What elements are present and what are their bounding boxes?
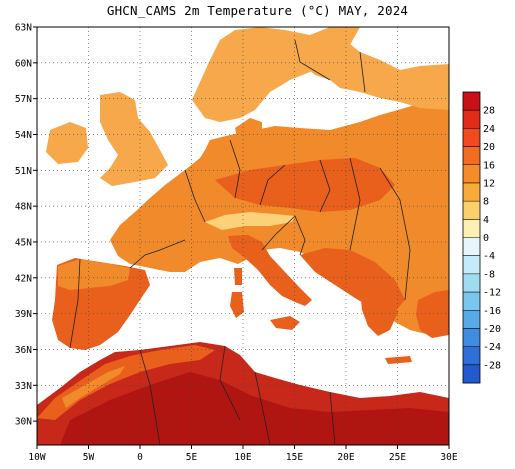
colorbar-swatch [463,164,480,184]
colorbar-label: 24 [483,124,495,135]
colorbar-swatch [463,255,480,275]
landmass-denmark [235,118,262,146]
colorbar-label: -20 [483,324,501,335]
lat-tick-label: 39N [15,309,32,320]
region-alps [205,212,295,230]
colorbar-swatch [463,110,480,129]
landmass-anatolia [416,290,449,338]
colorbar-swatch [463,182,480,202]
lon-tick-label: 5E [186,452,198,463]
lat-tick-label: 45N [15,237,32,248]
country-borders [69,39,411,445]
colorbar-label: -12 [483,288,501,299]
landmass-greece [360,288,398,336]
map-panel [37,27,449,445]
colorbar-label: -4 [483,251,495,262]
lon-tick-label: 30E [440,452,457,463]
colorbar-swatch [463,146,480,166]
colorbar-label: 4 [483,215,489,226]
colorbar-swatch [463,292,480,311]
lat-tick-label: 48N [15,202,32,213]
map-title: GHCN_CAMS 2m Temperature (°C) MAY, 2024 [106,3,409,18]
lat-tick-label: 63N [15,23,32,34]
island-sardinia [230,292,244,318]
colorbar-swatch [463,273,480,293]
landmass-sweden-finland [295,38,449,110]
colorbar-label: 28 [483,106,495,117]
temperature-colorbar: 28 24 20 16 12 8 4 0 -4 -8 -12 -16 -20 -24 -28 [462,91,501,384]
lat-tick-label: 60N [15,58,32,69]
colorbar-label: 12 [483,178,495,189]
region-central-europe [215,158,395,212]
lat-tick-label: 54N [15,130,32,141]
colorbar-label: 8 [483,197,489,208]
lat-tick-label: 42N [15,273,32,284]
colorbar-swatch [463,328,480,347]
lat-tick-label: 51N [15,166,32,177]
colorbar-swatch [463,219,480,238]
lat-tick-label: 36N [15,345,32,356]
island-corsica [234,268,242,285]
lat-tick-label: 33N [15,381,32,392]
region-maghreb-coast [37,345,215,420]
lon-tick-label: 15E [286,452,303,463]
colorbar-label: 20 [483,142,495,153]
lat-tick-label: 30N [15,417,32,428]
colorbar-swatch [463,92,480,111]
colorbar-swatch [463,128,480,147]
landmass-great-britain [100,92,168,186]
colorbar-swatch [463,237,480,256]
colorbar-label: 16 [483,160,495,171]
landmass-ireland [46,122,88,164]
colorbar-label: -28 [483,360,501,371]
lon-tick-label: 10W [28,452,45,463]
lon-tick-label: 5W [83,452,95,463]
lon-tick-label: 25E [389,452,406,463]
lon-tick-label: 10E [234,452,251,463]
latitude-ticks: 63N 60N 57N 54N 51N 48N 45N 42N 39N 36N 33N 30N [15,23,37,428]
colorbar-label: -8 [483,269,495,280]
region-iberia-north [58,259,130,290]
colorbar-swatch [463,364,480,384]
region-atlas-mountains [62,366,125,408]
landmass-italy [228,235,312,306]
island-sicily [270,316,300,330]
colorbar-label: -24 [483,342,501,353]
colorbar-swatch [463,346,480,366]
longitude-ticks: 10W 5W 0 5E 10E 15E 20E 25E 30E [28,445,458,463]
lat-tick-label: 57N [15,94,32,105]
lon-tick-label: 20E [337,452,354,463]
island-crete [385,356,412,364]
lon-tick-label: 0 [137,452,143,463]
colorbar-swatch [463,201,480,220]
colorbar-swatch [463,310,480,329]
colorbar-label: 0 [483,233,489,244]
colorbar-label: -16 [483,306,501,317]
